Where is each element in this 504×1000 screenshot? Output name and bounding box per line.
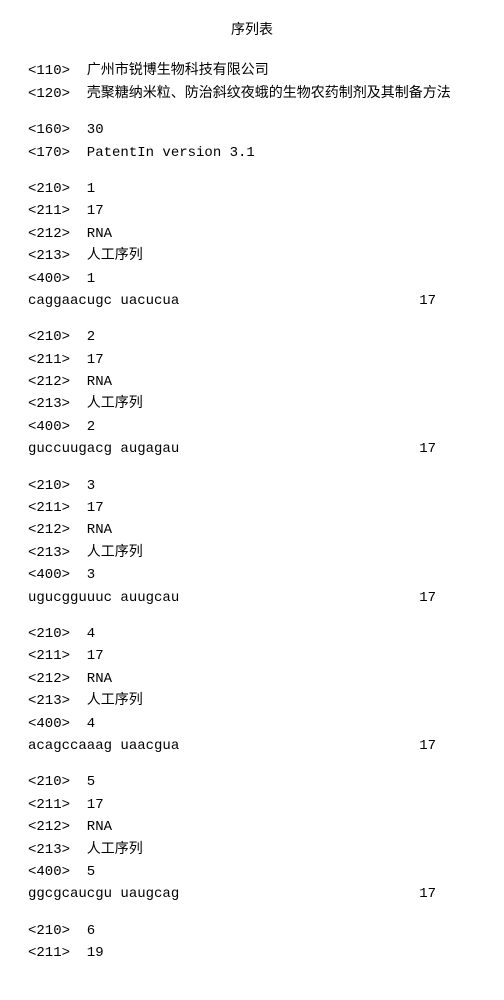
entry-210: <210> 6 <box>28 920 476 942</box>
entry-210: <210> 4 <box>28 623 476 645</box>
sequence-length: 17 <box>419 883 476 905</box>
sequence-length: 17 <box>419 438 476 460</box>
sequence-length: 17 <box>419 735 476 757</box>
entry-211: <211> 17 <box>28 645 476 667</box>
sequence-line: acagccaaag uaacgua 17 <box>28 735 476 757</box>
entry-400: <400> 3 <box>28 564 476 586</box>
sequence-text: ugucgguuuc auugcau <box>28 587 179 609</box>
entry-400: <400> 2 <box>28 416 476 438</box>
sequence-line: caggaacugc uacucua 17 <box>28 290 476 312</box>
entry-400: <400> 5 <box>28 861 476 883</box>
entry-211: <211> 17 <box>28 497 476 519</box>
entry-212: <212> RNA <box>28 371 476 393</box>
entry-210: <210> 1 <box>28 178 476 200</box>
sequence-length: 17 <box>419 587 476 609</box>
sequence-text: acagccaaag uaacgua <box>28 735 179 757</box>
sequence-line: guccuugacg augagau 17 <box>28 438 476 460</box>
entry-213: <213> 人工序列 <box>28 393 476 415</box>
entry-212: <212> RNA <box>28 223 476 245</box>
entry-213: <213> 人工序列 <box>28 690 476 712</box>
entry-212: <212> RNA <box>28 816 476 838</box>
sequence-line: ugucgguuuc auugcau 17 <box>28 587 476 609</box>
entry-213: <213> 人工序列 <box>28 245 476 267</box>
entry-400: <400> 4 <box>28 713 476 735</box>
doc-title: 序列表 <box>28 20 476 42</box>
entry-210: <210> 2 <box>28 326 476 348</box>
entry-211: <211> 19 <box>28 942 476 964</box>
field-120: <120> 壳聚糖纳米粒、防治斜纹夜蛾的生物农药制剂及其制备方法 <box>28 83 476 105</box>
sequence-line: ggcgcaucgu uaugcag 17 <box>28 883 476 905</box>
entry-212: <212> RNA <box>28 519 476 541</box>
entry-211: <211> 17 <box>28 200 476 222</box>
field-170: <170> PatentIn version 3.1 <box>28 142 476 164</box>
field-160: <160> 30 <box>28 119 476 141</box>
entry-213: <213> 人工序列 <box>28 839 476 861</box>
sequence-text: caggaacugc uacucua <box>28 290 179 312</box>
entry-211: <211> 17 <box>28 349 476 371</box>
entry-212: <212> RNA <box>28 668 476 690</box>
sequence-text: guccuugacg augagau <box>28 438 179 460</box>
entry-210: <210> 3 <box>28 475 476 497</box>
entry-210: <210> 5 <box>28 771 476 793</box>
entry-400: <400> 1 <box>28 268 476 290</box>
entry-211: <211> 17 <box>28 794 476 816</box>
sequence-text: ggcgcaucgu uaugcag <box>28 883 179 905</box>
entry-213: <213> 人工序列 <box>28 542 476 564</box>
sequence-length: 17 <box>419 290 476 312</box>
field-110: <110> 广州市锐博生物科技有限公司 <box>28 60 476 82</box>
